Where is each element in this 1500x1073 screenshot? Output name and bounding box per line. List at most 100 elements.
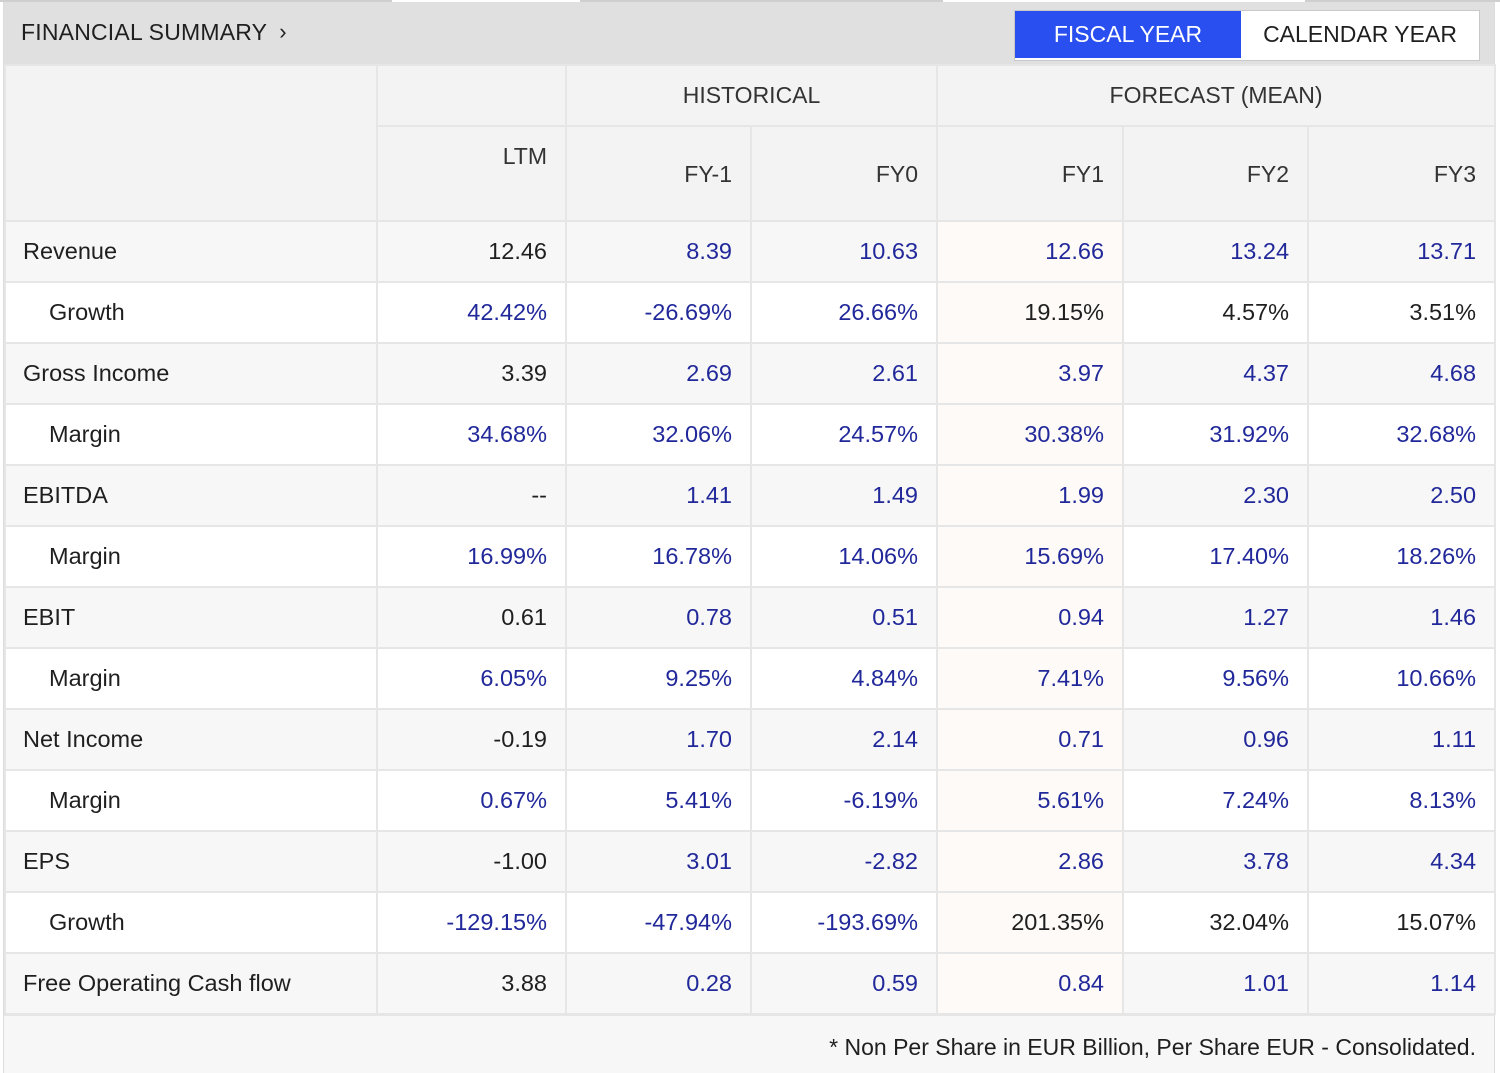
fiscal-year-button[interactable]: FISCAL YEAR <box>1015 11 1241 58</box>
cell-fy2: 4.37 <box>1122 342 1310 405</box>
cell-fy0: 26.66% <box>749 281 939 344</box>
cell-fy2: 9.56% <box>1122 647 1310 710</box>
column-header-fy0: FY0 <box>749 125 939 222</box>
column-header-fy3: FY3 <box>1307 125 1497 222</box>
row-label: EBITDA <box>4 464 378 527</box>
cell-fy-1: 5.41% <box>565 769 752 832</box>
footnote: * Non Per Share in EUR Billion, Per Shar… <box>4 1014 1494 1073</box>
table-row: Margin 34.68% 32.06% 24.57% 30.38% 31.92% 32.6… <box>4 403 1497 466</box>
cell-fy0: 2.61 <box>749 342 939 405</box>
cell-fy3: 2.50 <box>1307 464 1497 527</box>
cell-fy0: -6.19% <box>749 769 939 832</box>
top-divider <box>0 0 392 2</box>
cell-fy3: 32.68% <box>1307 403 1497 466</box>
table-row: Revenue 12.46 8.39 10.63 12.66 13.24 13.71 <box>4 220 1497 283</box>
row-label: Margin <box>4 769 378 832</box>
cell-fy0: 0.59 <box>749 952 939 1015</box>
column-header-fy1: FY1 <box>936 125 1125 222</box>
table-row: Margin 16.99% 16.78% 14.06% 15.69% 17.40% 18.2… <box>4 525 1497 588</box>
financial-summary-panel: FINANCIAL SUMMARY › FISCAL YEAR CALENDAR … <box>3 0 1497 1073</box>
row-label: Revenue <box>4 220 378 283</box>
cell-fy-1: 0.28 <box>565 952 752 1015</box>
cell-fy2: 17.40% <box>1122 525 1310 588</box>
cell-fy3: 13.71 <box>1307 220 1497 283</box>
forecast-group-header: FORECAST (MEAN) <box>936 64 1497 127</box>
cell-fy1: 0.84 <box>936 952 1125 1015</box>
cell-fy-1: 3.01 <box>565 830 752 893</box>
table-row: EBIT 0.61 0.78 0.51 0.94 1.27 1.46 <box>4 586 1497 649</box>
row-label: Growth <box>4 281 378 344</box>
table-row: Net Income -0.19 1.70 2.14 0.71 0.96 1.11 <box>4 708 1497 771</box>
cell-fy1: 3.97 <box>936 342 1125 405</box>
cell-fy-1: 0.78 <box>565 586 752 649</box>
row-label: Gross Income <box>4 342 378 405</box>
cell-fy1: 15.69% <box>936 525 1125 588</box>
cell-fy3: 4.34 <box>1307 830 1497 893</box>
row-label: Margin <box>4 647 378 710</box>
cell-fy-1: 16.78% <box>565 525 752 588</box>
cell-fy-1: 2.69 <box>565 342 752 405</box>
panel-header: FINANCIAL SUMMARY › FISCAL YEAR CALENDAR … <box>4 2 1494 64</box>
cell-fy0: 4.84% <box>749 647 939 710</box>
cell-ltm: 16.99% <box>376 525 567 588</box>
cell-fy-1: 1.70 <box>565 708 752 771</box>
cell-fy1: 30.38% <box>936 403 1125 466</box>
column-group-header-row: HISTORICAL FORECAST (MEAN) <box>4 64 1497 222</box>
cell-fy0: -193.69% <box>749 891 939 954</box>
table-row: Growth 42.42% -26.69% 26.66% 19.15% 4.57% 3.51… <box>4 281 1497 344</box>
cell-fy2: 0.96 <box>1122 708 1310 771</box>
table-row: EPS -1.00 3.01 -2.82 2.86 3.78 4.34 <box>4 830 1497 893</box>
cell-fy3: 15.07% <box>1307 891 1497 954</box>
cell-fy-1: 32.06% <box>565 403 752 466</box>
ltm-group-header <box>376 64 567 127</box>
financial-summary-table: HISTORICAL FORECAST (MEAN) LTM FY-1 FY0 … <box>4 64 1497 1015</box>
cell-ltm: 42.42% <box>376 281 567 344</box>
row-label: EPS <box>4 830 378 893</box>
financial-summary-link[interactable]: FINANCIAL SUMMARY › <box>21 19 287 46</box>
cell-fy0: 24.57% <box>749 403 939 466</box>
cell-fy-1: 9.25% <box>565 647 752 710</box>
table-row: Gross Income 3.39 2.69 2.61 3.97 4.37 4.68 <box>4 342 1497 405</box>
cell-fy0: 1.49 <box>749 464 939 527</box>
cell-fy3: 3.51% <box>1307 281 1497 344</box>
cell-fy1: 7.41% <box>936 647 1125 710</box>
cell-ltm: -129.15% <box>376 891 567 954</box>
cell-fy3: 18.26% <box>1307 525 1497 588</box>
cell-ltm: -0.19 <box>376 708 567 771</box>
column-header-fy2: FY2 <box>1122 125 1310 222</box>
cell-fy-1: -47.94% <box>565 891 752 954</box>
cell-fy2: 2.30 <box>1122 464 1310 527</box>
cell-ltm: -1.00 <box>376 830 567 893</box>
row-label: Net Income <box>4 708 378 771</box>
row-label-header <box>4 64 378 222</box>
calendar-year-button[interactable]: CALENDAR YEAR <box>1241 11 1479 58</box>
cell-fy3: 1.46 <box>1307 586 1497 649</box>
cell-fy-1: -26.69% <box>565 281 752 344</box>
cell-fy2: 32.04% <box>1122 891 1310 954</box>
cell-fy3: 1.14 <box>1307 952 1497 1015</box>
cell-fy1: 0.71 <box>936 708 1125 771</box>
cell-ltm: 34.68% <box>376 403 567 466</box>
table-row: Growth -129.15% -47.94% -193.69% 201.35% 32.0… <box>4 891 1497 954</box>
cell-ltm: -- <box>376 464 567 527</box>
footnote-text: * Non Per Share in EUR Billion, Per Shar… <box>829 1034 1476 1060</box>
panel-title: FINANCIAL SUMMARY <box>21 19 268 45</box>
table-row: Margin 0.67% 5.41% -6.19% 5.61% 7.24% 8.13% <box>4 769 1497 832</box>
cell-fy2: 1.01 <box>1122 952 1310 1015</box>
row-label: Margin <box>4 525 378 588</box>
chevron-right-icon: › <box>279 19 287 44</box>
cell-fy3: 4.68 <box>1307 342 1497 405</box>
table-body: Revenue 12.46 8.39 10.63 12.66 13.24 13.71 Grow… <box>4 220 1497 1015</box>
cell-fy2: 7.24% <box>1122 769 1310 832</box>
cell-ltm: 0.67% <box>376 769 567 832</box>
cell-fy2: 31.92% <box>1122 403 1310 466</box>
cell-fy1: 19.15% <box>936 281 1125 344</box>
year-type-toggle: FISCAL YEAR CALENDAR YEAR <box>1014 10 1480 61</box>
cell-fy3: 10.66% <box>1307 647 1497 710</box>
row-label: Margin <box>4 403 378 466</box>
historical-group-header: HISTORICAL <box>564 64 939 127</box>
cell-fy0: 2.14 <box>749 708 939 771</box>
cell-fy0: 0.51 <box>749 586 939 649</box>
cell-fy2: 3.78 <box>1122 830 1310 893</box>
top-divider <box>580 0 943 2</box>
